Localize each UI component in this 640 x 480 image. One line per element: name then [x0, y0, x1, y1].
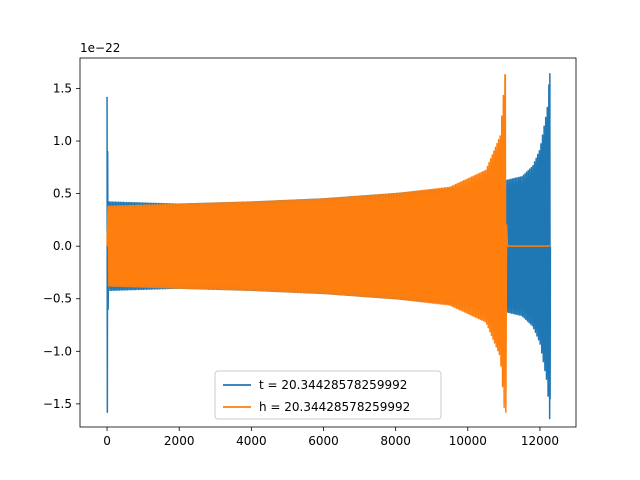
x-tick-label: 0 [103, 434, 111, 448]
y-offset-label: 1e−22 [80, 41, 120, 55]
x-tick-label: 12000 [521, 434, 559, 448]
legend: t = 20.34428578259992 h = 20.34428578259… [214, 370, 442, 420]
ticks-layer: 0 2000 4000 6000 8000 10000 12000 −1.5 −1.0 −0.5 0… [43, 81, 559, 448]
y-tick-label: −0.5 [43, 292, 72, 306]
series-layer [106, 73, 552, 420]
x-tick-label: 4000 [236, 434, 267, 448]
y-tick-label: 0.5 [53, 187, 72, 201]
plot-frame [79, 57, 577, 428]
y-tick-label: 0.0 [53, 239, 72, 253]
x-tick-label: 6000 [308, 434, 339, 448]
legend-label-h: h = 20.34428578259992 [259, 400, 410, 414]
legend-box [214, 370, 442, 420]
series-line-h [106, 74, 551, 414]
x-tick-label: 8000 [380, 434, 411, 448]
y-tick-label: −1.0 [43, 344, 72, 358]
legend-label-t: t = 20.34428578259992 [259, 378, 407, 392]
x-tick-label: 10000 [449, 434, 487, 448]
y-tick-label: −1.5 [43, 397, 72, 411]
x-tick-label: 2000 [164, 434, 195, 448]
y-tick-label: 1.5 [53, 81, 72, 95]
y-tick-label: 1.0 [53, 134, 72, 148]
